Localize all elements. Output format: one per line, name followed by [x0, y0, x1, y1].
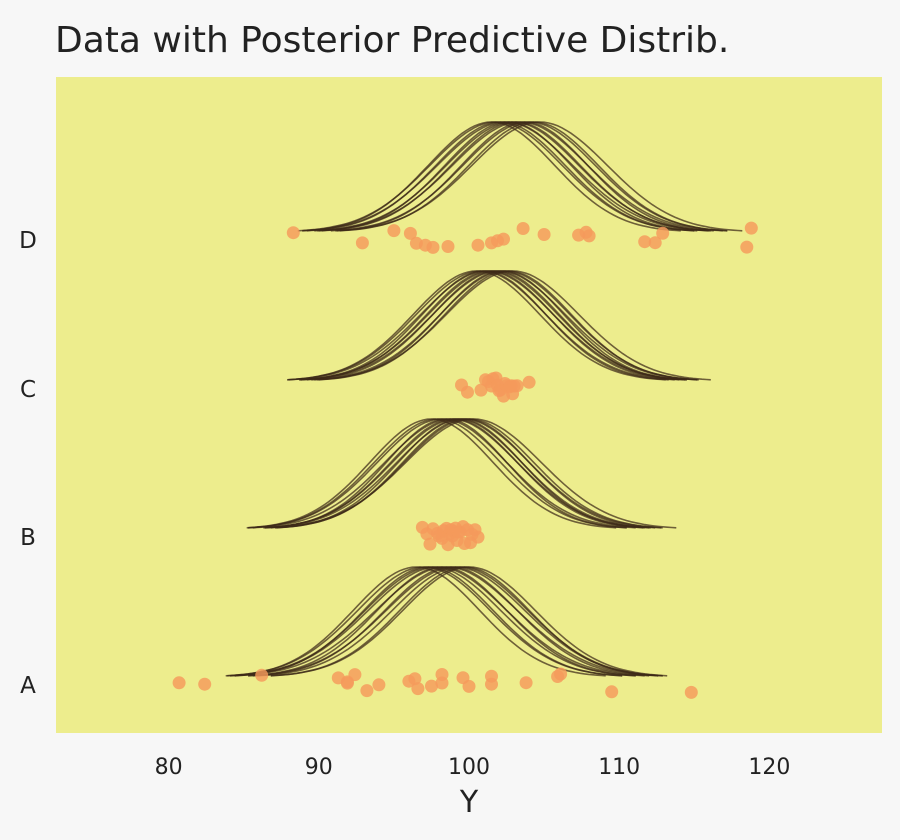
point-d-1 — [355, 236, 369, 250]
point-d-17 — [638, 235, 652, 249]
point-a-16 — [462, 679, 476, 693]
point-a-21 — [554, 667, 568, 681]
point-d-13 — [537, 228, 551, 241]
point-a-18 — [485, 677, 498, 691]
point-c-19 — [522, 375, 536, 389]
x-tick-label-120: 120 — [748, 755, 790, 780]
point-a-0 — [172, 676, 186, 690]
point-d-16 — [582, 229, 596, 243]
curve-c-11 — [314, 270, 711, 381]
point-a-14 — [435, 676, 449, 690]
point-a-23 — [684, 685, 698, 699]
posterior-curves — [225, 121, 743, 677]
x-axis-title: Y — [459, 785, 479, 820]
point-a-22 — [605, 685, 619, 699]
chart-title: Data with Posterior Predictive Distrib. — [55, 20, 729, 61]
point-d-21 — [744, 221, 758, 235]
y-tick-label-a: A — [20, 673, 36, 699]
point-a-5 — [340, 676, 354, 690]
point-a-2 — [255, 668, 269, 682]
x-tick-label-90: 90 — [305, 755, 333, 780]
point-c-2 — [474, 383, 488, 397]
curve-a-11 — [270, 566, 668, 677]
point-d-7 — [441, 240, 455, 253]
x-tick-label-80: 80 — [155, 755, 183, 780]
x-tick-label-110: 110 — [598, 755, 640, 780]
plot-area — [56, 77, 882, 733]
point-d-0 — [286, 226, 300, 240]
point-b-24 — [471, 530, 485, 544]
point-a-1 — [198, 677, 212, 691]
point-d-6 — [426, 240, 440, 254]
point-a-19 — [519, 676, 533, 690]
point-d-12 — [516, 222, 530, 235]
data-points — [172, 221, 758, 699]
y-tick-label-c: C — [20, 377, 36, 403]
point-a-12 — [425, 679, 438, 693]
point-d-18 — [648, 236, 662, 250]
point-a-6 — [348, 668, 362, 682]
point-a-8 — [372, 678, 386, 692]
point-d-8 — [471, 238, 485, 252]
point-a-7 — [360, 684, 374, 698]
curve-d-11 — [336, 121, 743, 232]
point-c-18 — [510, 379, 524, 393]
point-a-11 — [411, 682, 425, 696]
y-tick-label-b: B — [20, 525, 36, 551]
point-d-19 — [656, 226, 670, 240]
point-b-2 — [423, 537, 437, 551]
curve-b-11 — [270, 418, 677, 529]
x-tick-label-100: 100 — [448, 755, 490, 780]
point-a-10 — [408, 672, 422, 686]
point-d-20 — [740, 240, 754, 254]
y-axis-group-labels: A B C D — [19, 228, 37, 699]
point-d-2 — [387, 224, 401, 238]
point-d-11 — [497, 232, 510, 246]
y-tick-label-d: D — [19, 228, 37, 254]
x-axis-ticks: 80 90 100 110 120 — [155, 755, 791, 780]
point-d-3 — [403, 226, 417, 240]
point-c-1 — [461, 385, 474, 399]
